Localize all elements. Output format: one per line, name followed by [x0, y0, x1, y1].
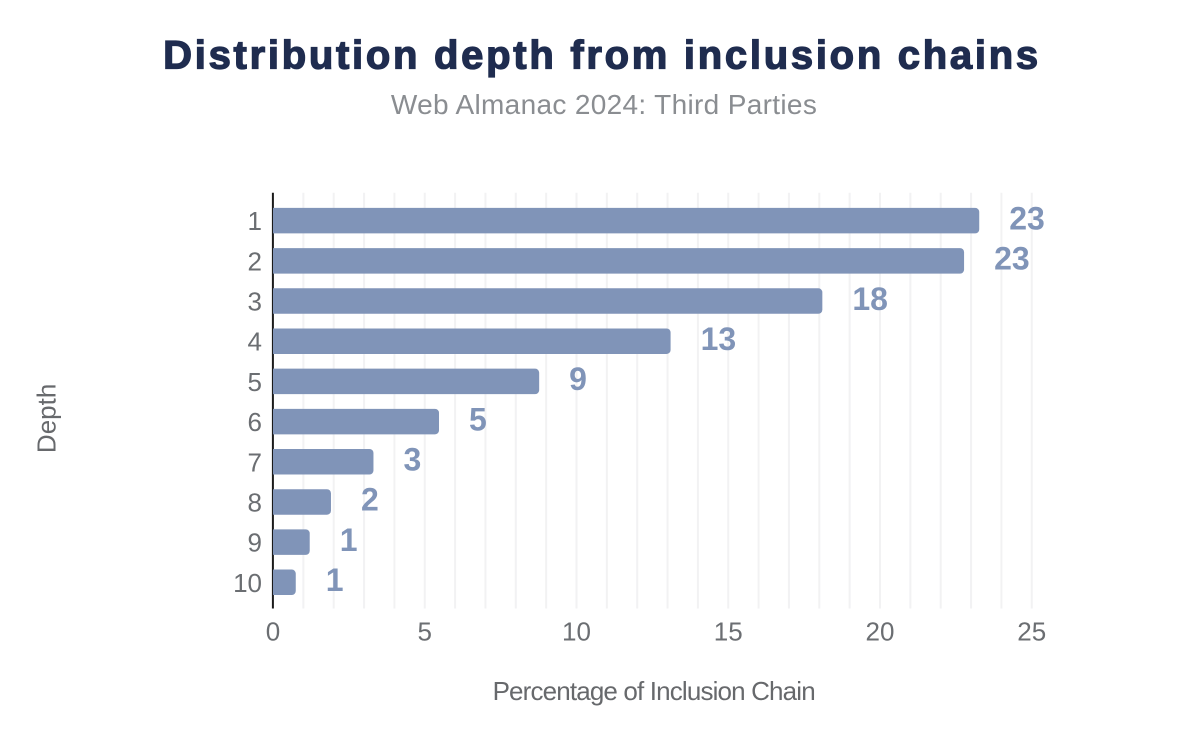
svg-text:5: 5 — [418, 617, 432, 647]
svg-text:15: 15 — [714, 617, 743, 647]
svg-text:3: 3 — [403, 442, 421, 478]
svg-text:1: 1 — [326, 562, 344, 598]
svg-text:3: 3 — [248, 287, 262, 317]
svg-text:6: 6 — [248, 407, 262, 437]
svg-text:0: 0 — [266, 617, 280, 647]
svg-text:Percentage of Inclusion Chain: Percentage of Inclusion Chain — [493, 676, 815, 706]
svg-text:9: 9 — [248, 528, 262, 558]
svg-text:4: 4 — [248, 327, 262, 357]
svg-text:25: 25 — [1017, 617, 1046, 647]
svg-text:1: 1 — [340, 522, 358, 558]
svg-text:2: 2 — [361, 482, 379, 518]
svg-text:10: 10 — [562, 617, 591, 647]
svg-text:18: 18 — [852, 281, 888, 317]
svg-text:23: 23 — [1009, 200, 1045, 236]
svg-text:5: 5 — [469, 401, 487, 437]
svg-text:8: 8 — [248, 487, 262, 517]
svg-text:1: 1 — [248, 206, 262, 236]
svg-text:13: 13 — [701, 321, 737, 357]
svg-text:Distribution depth from inclus: Distribution depth from inclusion chains — [163, 34, 1041, 78]
svg-text:2: 2 — [248, 246, 262, 276]
svg-text:7: 7 — [248, 447, 262, 477]
svg-text:Depth: Depth — [32, 384, 62, 453]
svg-text:5: 5 — [248, 367, 262, 397]
svg-text:10: 10 — [233, 568, 262, 598]
svg-text:9: 9 — [569, 361, 587, 397]
svg-text:Web Almanac 2024: Third Partie: Web Almanac 2024: Third Parties — [391, 89, 817, 120]
svg-text:23: 23 — [994, 241, 1030, 277]
svg-text:20: 20 — [866, 617, 895, 647]
